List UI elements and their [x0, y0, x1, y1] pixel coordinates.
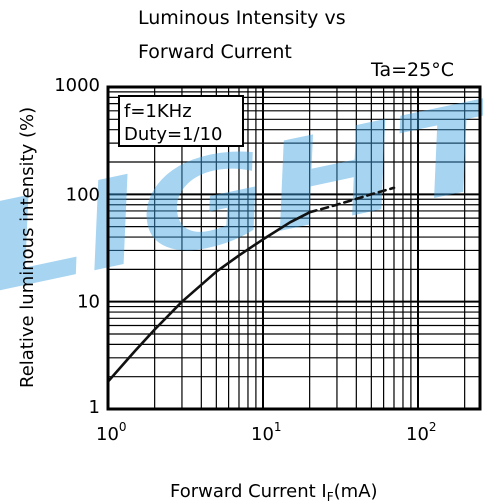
x-tick-exponent: 0 — [119, 420, 127, 434]
x-axis-title: Forward Current IF(mA) — [170, 481, 378, 504]
x-tick-label: 102 — [406, 420, 437, 445]
x-axis-title-subscript: F — [327, 490, 334, 504]
annotation-frequency: f=1KHz — [124, 101, 192, 122]
x-tick-labels: 100 101 102 — [96, 420, 437, 445]
x-tick-base: 10 — [251, 424, 274, 445]
y-tick-label: 100 — [66, 184, 100, 205]
y-tick-label: 1000 — [54, 75, 100, 96]
x-tick-label: 100 — [96, 420, 127, 445]
series-line-solid — [106, 211, 312, 383]
x-tick-exponent: 2 — [429, 420, 437, 434]
y-tick-labels: 1 10 100 1000 — [54, 75, 100, 418]
annotation-box-frame — [118, 95, 244, 147]
x-tick-base: 10 — [406, 424, 429, 445]
series-layer — [106, 186, 396, 383]
condition-label: Ta=25°C — [370, 59, 454, 81]
chart-title-line-2: Forward Current — [138, 41, 292, 63]
plot-frame — [106, 85, 482, 411]
y-tick-label: 1 — [89, 397, 100, 418]
x-tick-label: 101 — [251, 420, 282, 445]
x-tick-base: 10 — [96, 424, 119, 445]
chart-title-line-1: Luminous Intensity vs — [138, 7, 346, 29]
annotation-duty: Duty=1/10 — [124, 124, 222, 145]
x-tick-exponent: 1 — [274, 420, 282, 434]
y-axis-title: Relative luminous intensity (%) — [17, 107, 38, 388]
annotation-box: f=1KHz Duty=1/10 — [118, 95, 244, 147]
series-line-dashed — [308, 186, 396, 214]
x-axis-title-unit: (mA) — [334, 481, 378, 502]
x-axis-title-main: Forward Current I — [170, 481, 327, 502]
y-tick-label: 10 — [77, 292, 100, 313]
